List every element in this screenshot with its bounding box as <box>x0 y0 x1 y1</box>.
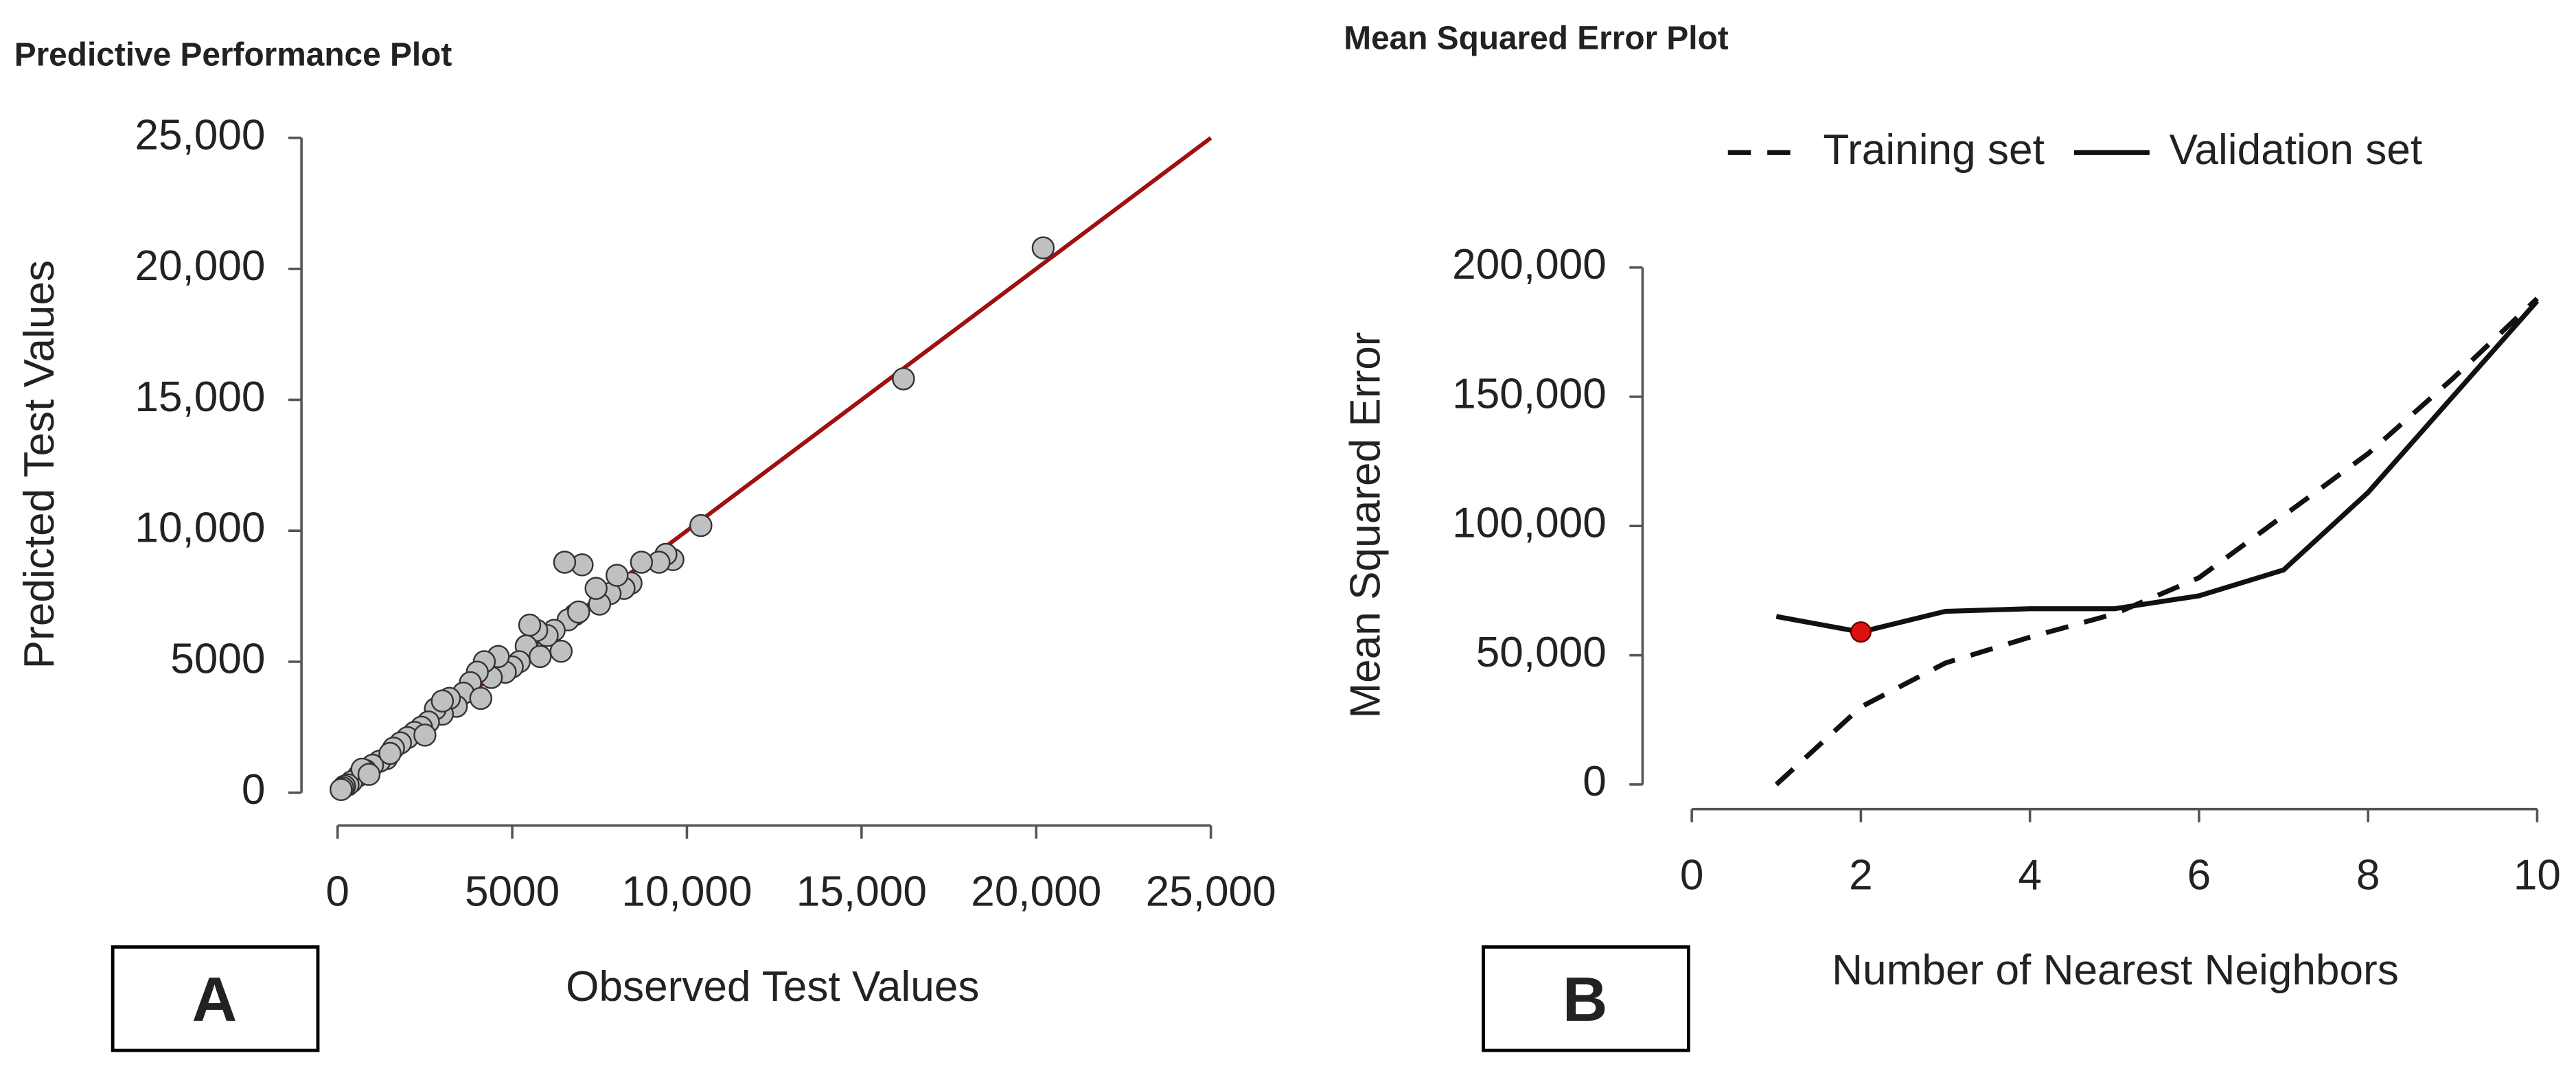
scatter-point <box>413 724 437 747</box>
y-tick-label: 150,000 <box>1452 370 1607 417</box>
x-tick-label: 15,000 <box>796 868 927 915</box>
scatter-point <box>553 551 577 574</box>
y-tick-label: 5000 <box>170 635 265 682</box>
x-axis-label: Observed Test Values <box>566 963 979 1010</box>
x-tick-label: 6 <box>2187 852 2211 899</box>
scatter-point <box>330 778 353 801</box>
x-axis-label: Number of Nearest Neighbors <box>1832 947 2399 994</box>
y-tick-label: 50,000 <box>1476 629 1607 676</box>
y-axis-label: Mean Squared Error <box>1342 332 1390 718</box>
x-tick-label: 10 <box>2514 852 2561 899</box>
x-tick-label: 8 <box>2356 852 2380 899</box>
panel-box <box>1482 945 1690 1052</box>
series-line <box>1775 299 2540 635</box>
scatter-point <box>529 645 552 669</box>
x-tick-label: 4 <box>2018 852 2042 899</box>
chart-title: Mean Squared Error Plot <box>1344 21 1728 57</box>
scatter-point <box>469 686 493 710</box>
legend-label: Training set <box>1823 126 2044 174</box>
y-tick-label: 0 <box>1583 758 1607 805</box>
scatter-point <box>567 600 590 624</box>
x-tick-label: 2 <box>1849 852 1873 899</box>
scatter-point <box>518 613 542 637</box>
y-tick-label: 0 <box>242 766 266 813</box>
scatter-point <box>430 689 455 713</box>
y-tick-label: 100,000 <box>1452 500 1607 547</box>
y-tick-label: 200,000 <box>1452 241 1607 288</box>
panel-label: B <box>1563 965 1608 1034</box>
highlight-point <box>1850 621 1872 643</box>
scatter-point <box>689 513 713 538</box>
x-tick-label: 25,000 <box>1146 868 1276 915</box>
y-tick-label: 20,000 <box>135 242 265 290</box>
series-line <box>1774 297 2539 787</box>
x-tick-label: 10,000 <box>621 868 752 915</box>
scatter-point <box>357 763 381 786</box>
panel-box <box>111 945 320 1052</box>
y-tick-label: 15,000 <box>135 373 265 421</box>
scatter-point <box>630 551 654 574</box>
legend-label: Validation set <box>2170 126 2423 174</box>
y-tick-label: 10,000 <box>135 505 265 552</box>
x-tick-label: 20,000 <box>971 868 1101 915</box>
scatter-point <box>549 639 573 663</box>
y-tick-label: 25,000 <box>135 111 265 159</box>
chart-title: Predictive Performance Plot <box>14 37 452 73</box>
x-tick-label: 0 <box>325 868 349 915</box>
y-axis-label: Predicted Test Values <box>16 260 63 669</box>
panel-label: A <box>192 965 238 1034</box>
scatter-point <box>1031 236 1055 259</box>
x-tick-label: 0 <box>1680 852 1704 899</box>
x-tick-label: 5000 <box>465 868 560 915</box>
scatter-point <box>605 564 629 587</box>
scatter-point <box>892 367 915 391</box>
scatter-point <box>584 577 608 600</box>
scatter-point <box>378 741 402 765</box>
